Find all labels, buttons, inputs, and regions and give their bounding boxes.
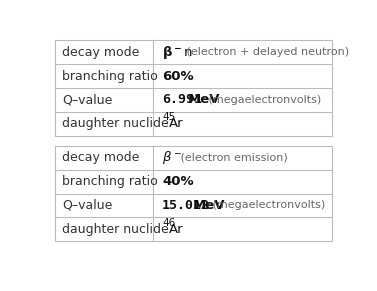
Text: Ar: Ar — [169, 117, 183, 130]
Text: $\mathbf{\beta^-}$n: $\mathbf{\beta^-}$n — [162, 44, 193, 61]
Text: Q–value: Q–value — [62, 199, 112, 212]
Text: MeV: MeV — [192, 199, 225, 212]
Bar — [55, 146, 331, 241]
Text: (megaelectronvolts): (megaelectronvolts) — [205, 95, 321, 105]
Text: 60%: 60% — [162, 70, 194, 83]
Text: (electron + delayed neutron): (electron + delayed neutron) — [183, 47, 349, 57]
Text: (megaelectronvolts): (megaelectronvolts) — [210, 200, 326, 210]
Text: daughter nuclide: daughter nuclide — [62, 117, 169, 130]
Text: 46: 46 — [163, 218, 176, 228]
Bar — [55, 40, 331, 136]
Text: $\beta^-$: $\beta^-$ — [162, 149, 182, 166]
Text: Ar: Ar — [169, 223, 183, 236]
Text: Q–value: Q–value — [62, 93, 112, 107]
Text: 45: 45 — [163, 112, 176, 123]
Text: daughter nuclide: daughter nuclide — [62, 223, 169, 236]
Text: 40%: 40% — [162, 175, 194, 188]
Text: decay mode: decay mode — [62, 46, 139, 59]
Text: branching ratio: branching ratio — [62, 70, 158, 83]
Text: (electron emission): (electron emission) — [177, 153, 288, 163]
Text: MeV: MeV — [188, 93, 220, 107]
Text: 15.012: 15.012 — [162, 199, 210, 212]
Text: 6.991: 6.991 — [162, 93, 202, 107]
Text: decay mode: decay mode — [62, 151, 139, 164]
Text: branching ratio: branching ratio — [62, 175, 158, 188]
